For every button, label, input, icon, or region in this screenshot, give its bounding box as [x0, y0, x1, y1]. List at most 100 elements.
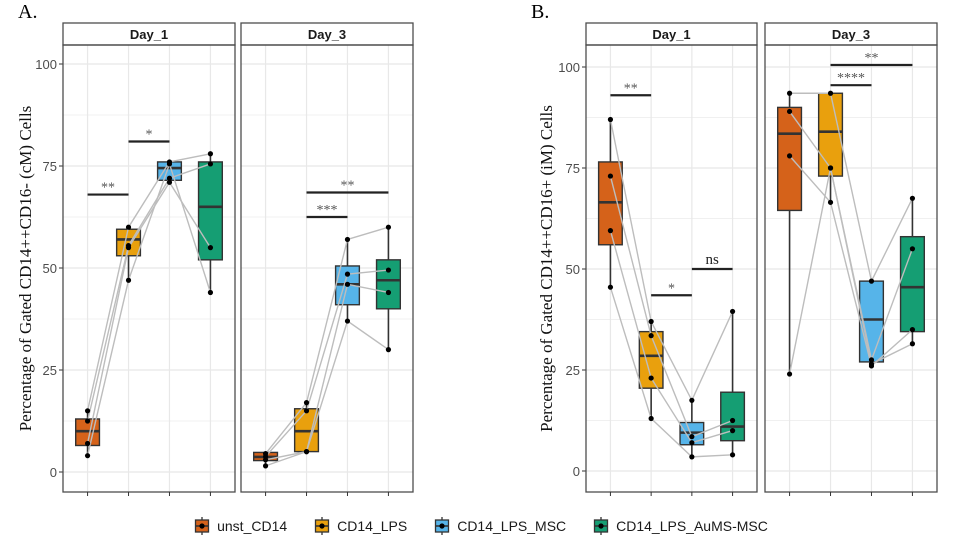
facet-day_3: Day_3 *****: [240, 22, 414, 496]
data-point: [729, 452, 736, 458]
data-point: [827, 199, 834, 205]
data-point: [84, 408, 91, 414]
facet-title: Day_3: [832, 27, 870, 42]
box-body: [638, 330, 664, 389]
paired-line: [789, 155, 913, 368]
significance-label: **: [101, 181, 115, 196]
paired-line: [86, 181, 212, 444]
data-point: [729, 428, 736, 434]
significance-label: ****: [837, 71, 865, 86]
legend-item: unst_CD14: [193, 516, 287, 536]
paired-line: [265, 269, 389, 457]
y-tick-label: 75: [43, 159, 57, 174]
data-point: [207, 161, 214, 167]
paired-line: [86, 161, 212, 456]
facet-day_3: Day_3******: [764, 22, 938, 496]
paired-line: [265, 319, 389, 467]
data-point: [648, 375, 654, 381]
data-point: [344, 236, 351, 243]
data-point: [689, 434, 695, 440]
y-tick-label: 0: [573, 464, 580, 479]
data-point: [786, 90, 793, 96]
paired-line: [265, 226, 389, 455]
legend-item: CD14_LPS_MSC: [433, 516, 566, 536]
paired-line: [789, 92, 914, 284]
legend-item: CD14_LPS: [313, 516, 407, 536]
data-point: [207, 289, 214, 296]
y-tick-label: 75: [566, 161, 580, 176]
y-tick-label: 50: [566, 262, 580, 277]
data-point: [648, 318, 654, 325]
paired-line: [609, 175, 733, 438]
box-cd14_lps_aums-msc: [899, 198, 926, 344]
data-point: [303, 408, 310, 414]
y-tick-label: 100: [558, 60, 580, 75]
significance-label: *: [668, 281, 675, 296]
data-point: [385, 347, 392, 353]
significance-label: **: [624, 81, 638, 96]
data-point: [786, 371, 793, 377]
box-cd14_lps_aums-msc: [197, 153, 224, 293]
data-point: [648, 333, 654, 339]
data-point: [207, 245, 214, 251]
panel-label: B.: [531, 1, 549, 23]
data-point: [909, 246, 916, 252]
data-point: [385, 224, 392, 230]
significance-label: **: [340, 179, 354, 194]
data-point: [125, 245, 132, 251]
legend-key-icon: [194, 517, 210, 535]
paired-line: [86, 153, 211, 411]
y-tick-label: 50: [43, 261, 57, 276]
panel-border: [62, 44, 236, 493]
box-unst_cd14: [597, 119, 623, 288]
legend-key-icon: [315, 517, 330, 535]
data-point: [84, 440, 91, 447]
data-point: [166, 175, 173, 181]
data-point: [84, 418, 91, 424]
panel-border: [764, 44, 938, 493]
y-tick-label: 100: [35, 57, 57, 72]
panel-border: [240, 44, 414, 493]
data-point: [207, 151, 214, 157]
data-point: [385, 267, 392, 273]
facet-title: Day_3: [308, 27, 346, 42]
data-point: [786, 153, 793, 159]
legend-label: CD14_LPS_MSC: [457, 518, 567, 534]
panel-b: B. Percentage of Gated CD14++CD16+ (iM) C…: [531, 1, 938, 496]
data-point: [689, 454, 695, 460]
data-point: [344, 271, 351, 277]
data-point: [827, 90, 834, 96]
data-point: [729, 308, 736, 315]
significance-label: ***: [317, 203, 338, 218]
box-cd14_lps: [638, 321, 664, 419]
data-point: [262, 463, 269, 469]
significance-label: **: [864, 51, 878, 66]
legend: unst_CD14 CD14_LPS CD14_LPS_MSC CD14_LPS…: [0, 512, 961, 540]
data-point: [648, 415, 654, 422]
data-point: [827, 165, 834, 171]
data-point: [607, 284, 614, 290]
box-unst_cd14: [776, 93, 803, 375]
data-point: [607, 116, 614, 123]
y-axis-label: Percentage of Gated CD14++CD16+ (iM) Cel…: [537, 105, 556, 432]
data-point: [868, 361, 875, 367]
y-tick-label: 25: [566, 363, 580, 378]
data-point: [303, 449, 310, 455]
data-point: [868, 278, 875, 284]
legend-item: CD14_LPS_AuMS-MSC: [592, 516, 768, 536]
facet-day_1: Day_1***ns: [585, 22, 758, 496]
legend-label: CD14_LPS: [337, 518, 408, 534]
data-point: [729, 417, 736, 424]
data-point: [909, 195, 916, 201]
data-point: [166, 179, 173, 185]
paired-line: [86, 163, 211, 422]
data-point: [303, 400, 310, 406]
y-tick-label: 25: [43, 363, 57, 378]
panel-border: [585, 44, 758, 493]
data-point: [344, 318, 351, 324]
data-point: [607, 173, 614, 179]
panel-label: A.: [18, 1, 37, 23]
legend-label: unst_CD14: [217, 518, 288, 534]
legend-label: CD14_LPS_AuMS-MSC: [616, 518, 768, 534]
